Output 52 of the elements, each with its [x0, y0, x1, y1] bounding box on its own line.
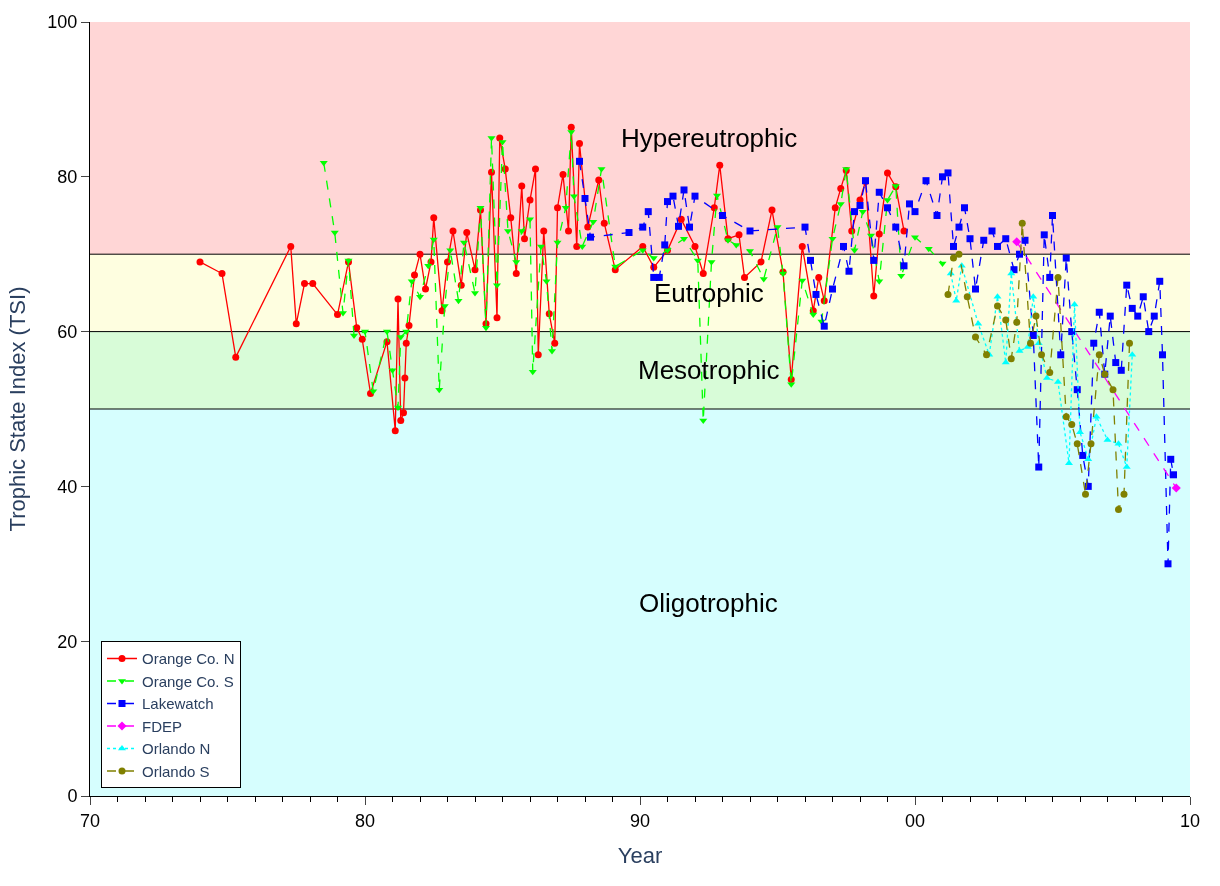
point — [983, 351, 990, 359]
point — [1032, 312, 1040, 320]
legend-label: FDEP — [142, 717, 183, 735]
point — [1062, 413, 1070, 421]
x-axis-title: Year — [617, 843, 663, 869]
point — [1027, 339, 1034, 347]
band-label: Oligotrophic — [639, 588, 778, 618]
point — [1120, 490, 1128, 498]
point — [1046, 369, 1054, 377]
point — [1084, 455, 1093, 462]
legend-label: Orange Co. N — [142, 650, 235, 668]
point — [1012, 237, 1022, 247]
y-tick-label: 20 — [57, 631, 78, 652]
legend-label: Orlando N — [142, 740, 211, 758]
point — [994, 302, 1001, 310]
legend-label: Lakewatch — [142, 695, 214, 713]
point — [955, 250, 963, 258]
point — [1073, 440, 1081, 448]
y-tick-label: 40 — [57, 476, 78, 497]
x-tick-label: 90 — [629, 810, 651, 831]
point — [1007, 355, 1015, 363]
y-tick-label: 60 — [57, 321, 78, 342]
band-label: Hypereutrophic — [621, 123, 798, 153]
point — [1087, 440, 1095, 448]
band-label: Mesotrophic — [638, 355, 780, 385]
point — [963, 293, 971, 301]
x-tick-label: 80 — [354, 810, 376, 831]
point — [1082, 490, 1089, 498]
x-tick-label: 10 — [1179, 810, 1201, 831]
point — [972, 333, 979, 341]
point — [1109, 386, 1117, 394]
legend-label: Orange Co. S — [142, 672, 234, 690]
point — [1095, 351, 1103, 359]
point — [1171, 483, 1181, 493]
y-tick-label: 80 — [57, 167, 78, 188]
point — [1013, 318, 1021, 326]
point — [1054, 273, 1062, 281]
y-tick-label: 0 — [67, 786, 78, 807]
point — [1115, 506, 1122, 514]
point — [944, 290, 952, 298]
x-tick-label: 70 — [79, 810, 101, 831]
point — [1018, 219, 1026, 227]
point — [1038, 351, 1045, 359]
y-tick-label: 100 — [47, 12, 78, 33]
point — [950, 254, 957, 262]
y-axis-title: Trophic State Index (TSI) — [5, 286, 31, 532]
band-label: Eutrophic — [654, 278, 764, 308]
x-tick-label: 00 — [904, 810, 926, 831]
point — [1002, 316, 1010, 324]
point — [1126, 339, 1133, 347]
point — [1068, 420, 1076, 428]
legend-label: Orlando S — [142, 762, 210, 780]
